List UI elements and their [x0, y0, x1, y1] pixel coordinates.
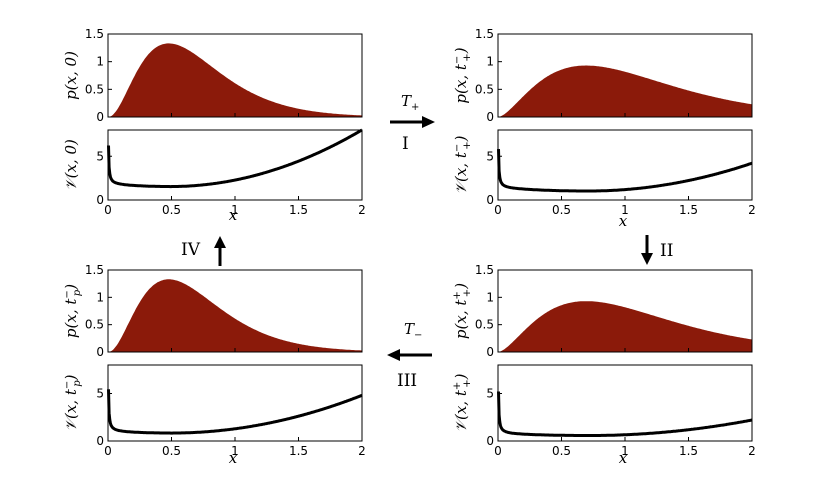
bottom-left-density-ytick-label: 1.5 — [85, 263, 104, 277]
panel-bottom-left: 00.511.5p(x, t−p)05𝒱(x, t−p)0 0.5 1 1.5 2x — [62, 263, 366, 467]
arrow-head-down-icon — [641, 253, 653, 265]
top-right-potential-ytick-label: 0 — [486, 193, 494, 207]
arrow-head-right-icon — [422, 116, 435, 128]
bottom-right-xlabel: x — [619, 449, 628, 467]
arrow-head-left-icon — [387, 349, 400, 361]
bottom-right-density-ytick-label: 1 — [486, 290, 494, 304]
top-right-xtick-label: 0.5 — [552, 203, 571, 217]
bottom-left-density-ytick-label: 0.5 — [85, 318, 104, 332]
top-left-potential-ytick-label: 0 — [96, 193, 104, 207]
top-left-potential-plot: 0 5 𝒱(x, 0) 0 0.5 1 1.5 2 x — [62, 128, 366, 224]
top-left-density-plot: 0 0.5 1 1.5 p(x, 0) — [62, 27, 363, 124]
top-left-potential-curve — [107, 128, 363, 189]
bottom-right-xtick-label: 1.5 — [679, 444, 698, 458]
bottom-right-potential-plot: 0 5 𝒱(x, t++) 0 0.5 1 1.5 2 x — [452, 364, 756, 467]
top-right-potential-ytick-label: 5 — [486, 149, 494, 163]
step-IV: IV — [181, 236, 226, 266]
step-II-label: II — [660, 241, 673, 261]
bottom-right-xtick-label: 2 — [748, 444, 756, 458]
bottom-right-density-ytick-label: 0 — [486, 345, 494, 359]
step-I: T+ I — [390, 92, 435, 154]
bottom-left-potential-ylabel: 𝒱(x, t−p) — [62, 374, 83, 431]
bottom-right-density-plot: 0 0.5 1 1.5p(x, t++) — [452, 263, 753, 359]
top-left-xtick-label: 1 — [231, 203, 239, 217]
step-IV-label: IV — [181, 240, 201, 260]
top-left-xtick-label: 2 — [358, 203, 366, 217]
bottom-left-xtick-label: 1.5 — [289, 444, 308, 458]
bottom-left-density-ytick-label: 1 — [96, 290, 104, 304]
top-left-density-ylabel: p(x, 0) — [62, 51, 80, 100]
top-left-density-area — [108, 43, 362, 117]
bottom-left-potential-ytick-label: 0 — [96, 434, 104, 448]
top-right-density-ytick-label: 1.5 — [475, 27, 494, 41]
bottom-left-potential-plot: 0 5 𝒱(x, t−p) 0 0.5 1 1.5 2 x — [62, 364, 366, 467]
bottom-left-xtick-label: 0.5 — [162, 444, 181, 458]
bottom-right-density-ylabel: p(x, t++) — [452, 283, 473, 339]
top-right-density-ytick-label: 1 — [486, 55, 494, 69]
top-left-density-ytick-label: 0 — [96, 110, 104, 124]
bottom-left-density-ytick-label: 0 — [96, 345, 104, 359]
top-left-xtick-label: 1.5 — [289, 203, 308, 217]
bottom-right-density-ytick-label: 1.5 — [475, 263, 494, 277]
panel-top-left: 0 0.5 1 1.5 p(x, 0) 0 5 𝒱(x, 0) 0 0.5 1 1.5 2 x — [62, 27, 366, 224]
step-I-temperature: T+ — [401, 92, 419, 113]
bottom-left-xtick-label: 1 — [231, 444, 239, 458]
top-right-xtick-label: 2 — [748, 203, 756, 217]
top-left-density-ytick-label: 0.5 — [85, 82, 104, 96]
bottom-left-xtick-label: 2 — [358, 444, 366, 458]
bottom-right-density-ytick-label: 0.5 — [475, 318, 494, 332]
bottom-left-potential-ytick-label: 5 — [96, 387, 104, 401]
bottom-left-density-area — [108, 279, 362, 352]
bottom-left-density-plot: 0 0.5 1 1.5p(x, t−p) — [62, 263, 363, 359]
top-right-xtick-label: 0 — [494, 203, 502, 217]
top-right-density-ylabel: p(x, t−+) — [452, 47, 473, 103]
step-III: T− III — [387, 320, 432, 391]
bottom-left-density-ylabel: p(x, t−p) — [62, 284, 83, 338]
step-I-label: I — [402, 134, 409, 154]
panel-top-right: 00.511.5p(x, t−+)05𝒱(x, t−+)0 0.5 1 1.5 2x — [452, 27, 756, 230]
bottom-left-xtick-label: 0 — [104, 444, 112, 458]
top-left-xlabel: x — [229, 206, 238, 224]
bottom-right-xtick-label: 1 — [621, 444, 629, 458]
bottom-right-potential-ytick-label: 0 — [486, 434, 494, 448]
bottom-right-potential-ylabel: 𝒱(x, t++) — [452, 373, 473, 432]
bottom-right-xtick-label: 0 — [494, 444, 502, 458]
top-left-potential-ytick-label: 5 — [96, 149, 104, 163]
top-right-density-plot: 0 0.5 1 1.5p(x, t−+) — [452, 27, 753, 124]
top-right-density-ytick-label: 0.5 — [475, 82, 494, 96]
top-right-potential-curve — [497, 149, 753, 193]
panel-bottom-right: 00.511.5p(x, t++)05𝒱(x, t++)0 0.5 1 1.5 2x — [452, 263, 756, 467]
top-right-potential-ylabel: 𝒱(x, t−+) — [452, 135, 473, 194]
bottom-left-potential-curve — [107, 389, 363, 435]
bottom-right-potential-frame — [497, 364, 753, 442]
top-left-density-ytick-label: 1 — [96, 55, 104, 69]
top-right-xlabel: x — [619, 212, 628, 230]
top-left-potential-frame — [107, 129, 363, 201]
top-right-density-ytick-label: 0 — [486, 110, 494, 124]
bottom-right-potential-curve — [497, 391, 753, 437]
top-right-density-area — [498, 65, 752, 117]
step-III-label: III — [397, 371, 417, 391]
top-left-xtick-label: 0.5 — [162, 203, 181, 217]
bottom-right-potential-ytick-label: 5 — [486, 387, 494, 401]
top-right-xtick-label: 1.5 — [679, 203, 698, 217]
top-left-density-ytick-label: 1.5 — [85, 27, 104, 41]
top-right-potential-plot: 0 5 𝒱(x, t−+) 0 0.5 1 1.5 2 x — [452, 129, 756, 230]
top-left-xtick-label: 0 — [104, 203, 112, 217]
step-III-temperature: T− — [404, 320, 422, 341]
top-right-xtick-label: 1 — [621, 203, 629, 217]
bottom-right-density-area — [498, 301, 752, 352]
step-II: II — [641, 235, 673, 265]
top-left-potential-ylabel: 𝒱(x, 0) — [62, 139, 80, 191]
bottom-left-xlabel: x — [229, 449, 238, 467]
bottom-right-xtick-label: 0.5 — [552, 444, 571, 458]
arrow-head-up-icon — [214, 236, 226, 248]
